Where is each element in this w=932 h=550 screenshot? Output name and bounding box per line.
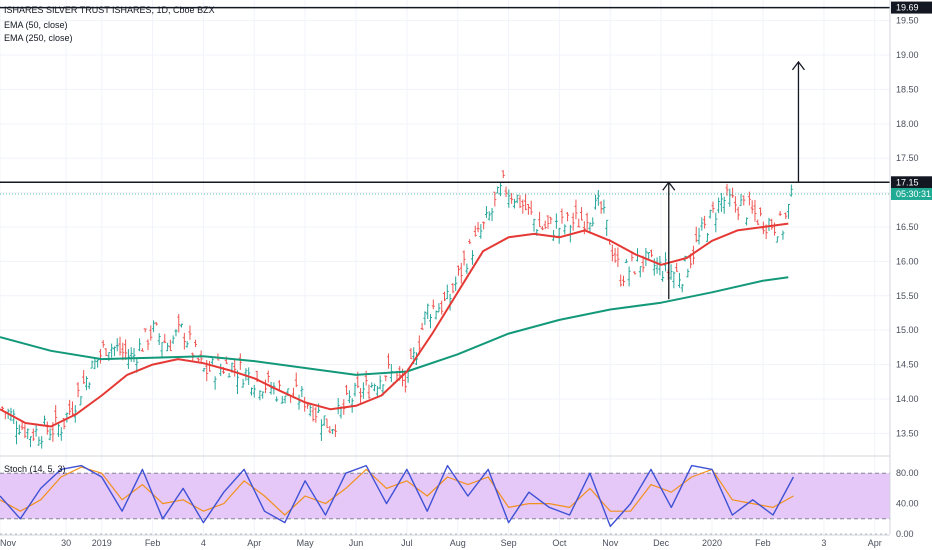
time-tick-label: Jul	[401, 538, 413, 548]
countdown-tag: 05:30:31	[896, 189, 931, 199]
countdown-tag-bg	[891, 187, 932, 200]
time-tick-label: Nov	[0, 538, 17, 548]
resistance-tag: 17.15	[896, 177, 919, 187]
top-level-tag-bg	[891, 1, 932, 14]
stoch-tick-label: 0.00	[896, 529, 914, 539]
ema250-legend: EMA (250, close)	[4, 33, 73, 43]
price-tick-label: 14.00	[896, 394, 919, 404]
price-tick-label: 18.00	[896, 119, 919, 129]
ema250-line	[0, 276, 789, 376]
price-tick-label: 13.50	[896, 428, 919, 438]
time-tick-label: Feb	[755, 538, 771, 548]
stoch-k-line	[0, 464, 795, 528]
time-tick-label: May	[297, 538, 315, 548]
time-tick-label: Dec	[653, 538, 670, 548]
price-tick-label: 16.00	[896, 256, 919, 266]
price-tick-label: 18.50	[896, 84, 919, 94]
time-tick-label: 2019	[92, 538, 112, 548]
time-tick-label: Sep	[501, 538, 517, 548]
price-tick-label: 16.50	[896, 222, 919, 232]
time-tick-label: 30	[61, 538, 71, 548]
target-arrow-head	[662, 181, 676, 191]
time-tick-label: Apr	[247, 538, 261, 548]
time-tick-label: Feb	[145, 538, 161, 548]
price-tick-label: 15.00	[896, 325, 919, 335]
top-level-tag: 19.69	[896, 3, 919, 13]
price-tick-label: 17.50	[896, 153, 919, 163]
time-tick-label: Apr	[868, 538, 882, 548]
price-tick-label: 14.50	[896, 360, 919, 370]
resistance-tag-bg	[891, 176, 932, 189]
stoch-legend: Stoch (14, 5, 3)	[4, 464, 66, 474]
ema50-line	[0, 222, 789, 428]
time-tick-label: Nov	[602, 538, 619, 548]
time-tick-label: Oct	[552, 538, 567, 548]
time-tick-label: 3	[821, 538, 826, 548]
price-tick-label: 19.50	[896, 16, 919, 26]
price-tick-label: 15.50	[896, 291, 919, 301]
time-tick-label: 4	[201, 538, 206, 548]
ema50-legend: EMA (50, close)	[4, 20, 68, 30]
time-tick-label: Aug	[450, 538, 466, 548]
stoch-band	[0, 473, 890, 519]
price-tick-label: 19.00	[896, 50, 919, 60]
stoch-tick-label: 40.00	[896, 499, 919, 509]
time-tick-label: 2020	[702, 538, 722, 548]
chart-title: ISHARES SILVER TRUST ISHARES, 1D, Cboe B…	[4, 5, 215, 15]
time-tick-label: Jun	[349, 538, 364, 548]
stoch-tick-label: 80.00	[896, 468, 919, 478]
target-arrow-head	[791, 60, 805, 71]
